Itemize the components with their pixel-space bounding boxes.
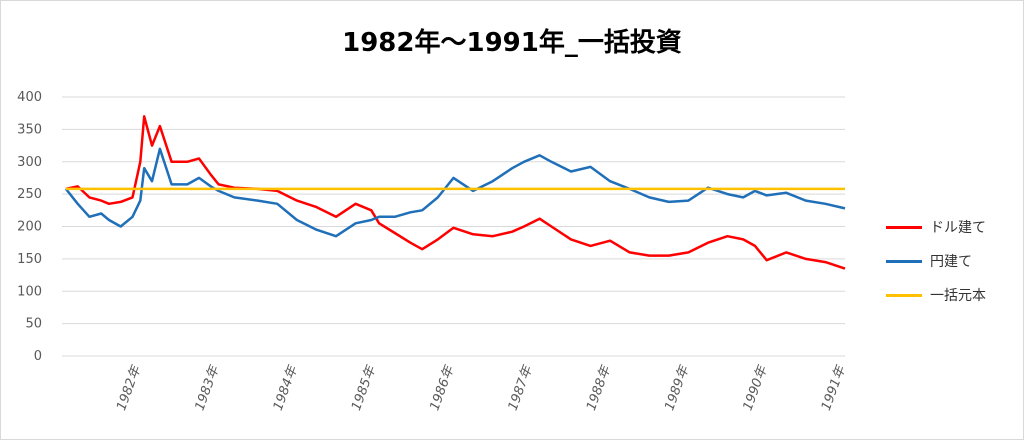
y-tick-label: 0 — [34, 349, 42, 364]
chart-title: 1982年～1991年_一括投資 — [342, 28, 682, 58]
legend-label-principal: 一括元本 — [930, 288, 986, 304]
legend-item-jpy: 円建て — [886, 244, 986, 278]
chart-legend: ドル建て 円建て 一括元本 — [886, 210, 986, 312]
y-tick-label: 300 — [17, 155, 42, 170]
x-tick-label: 1985年 — [349, 362, 380, 412]
y-tick-label: 150 — [17, 252, 42, 267]
x-tick-label: 1986年 — [427, 362, 458, 412]
x-tick-label: 1991年 — [819, 362, 850, 412]
legend-label-jpy: 円建て — [930, 254, 972, 270]
y-tick-label: 100 — [17, 284, 42, 299]
x-tick-label: 1983年 — [192, 362, 223, 412]
legend-item-principal: 一括元本 — [886, 278, 986, 312]
y-tick-label: 50 — [25, 317, 42, 332]
y-tick-label: 350 — [17, 122, 42, 137]
x-tick-label: 1988年 — [584, 362, 615, 412]
series-line-jpy — [64, 147, 846, 238]
x-tick-label: 1987年 — [506, 362, 537, 412]
legend-swatch-usd — [886, 225, 922, 229]
x-tick-label: 1984年 — [271, 362, 302, 412]
legend-swatch-jpy — [886, 259, 922, 263]
legend-item-usd: ドル建て — [886, 210, 986, 244]
x-tick-label: 1982年 — [114, 362, 145, 412]
series-line-usd — [65, 115, 846, 270]
x-tick-label: 1989年 — [662, 362, 693, 412]
x-tick-label: 1990年 — [741, 362, 772, 412]
y-tick-label: 400 — [17, 90, 42, 105]
legend-swatch-principal — [886, 293, 922, 297]
legend-label-usd: ドル建て — [930, 220, 986, 236]
y-tick-label: 200 — [17, 220, 42, 235]
y-tick-label: 250 — [17, 187, 42, 202]
